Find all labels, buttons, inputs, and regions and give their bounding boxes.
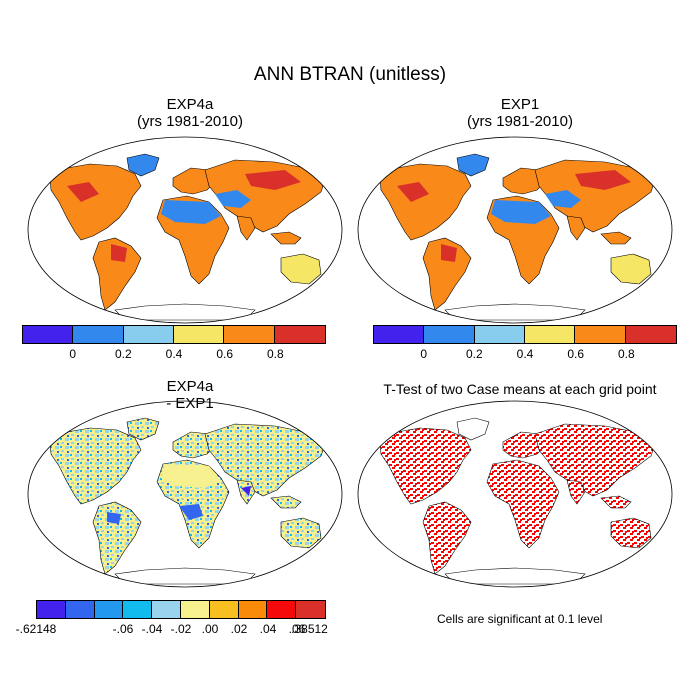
tick-label: 0.8 <box>266 347 284 361</box>
amazon-blue-region <box>107 512 121 524</box>
colorbar-swatch <box>152 601 181 618</box>
colorbar-swatch <box>123 326 174 343</box>
middle-east-region <box>215 190 251 208</box>
colorbar-swatch <box>94 601 124 618</box>
map-exp4a <box>27 136 343 324</box>
panel-title-bottom-left: EXP4a - EXP1 <box>30 378 350 412</box>
tick-label: .02 <box>230 622 248 636</box>
colorbar-exp4a-ticks: 0 0.2 0.4 0.6 0.8 <box>22 347 326 363</box>
asia-red-region <box>245 170 301 190</box>
tick-label: 0.4 <box>516 347 534 361</box>
tick-label: .00 <box>201 622 219 636</box>
se-asia-region <box>270 231 302 245</box>
colorbar-swatch <box>474 326 525 343</box>
colorbar-swatch <box>180 601 210 618</box>
panel-title-bottom-right: T-Test of two Case means at each grid po… <box>383 381 657 397</box>
panel-title-top-left: EXP4a (yrs 1981-2010) <box>30 96 350 130</box>
sahara-diff-region <box>161 464 221 488</box>
colorbar-swatch <box>274 326 325 343</box>
significance-note: Cells are significant at 0.1 level <box>437 612 603 626</box>
tick-label: 0.2 <box>465 347 483 361</box>
colorbar-swatch <box>374 326 425 343</box>
tick-label: .06 <box>288 622 306 636</box>
panel-subtitle-top-left: (yrs 1981-2010) <box>137 113 243 130</box>
colorbar-swatch <box>625 326 676 343</box>
tick-label: 0.2 <box>114 347 132 361</box>
panel-title-top-right: EXP1 (yrs 1981-2010) <box>360 96 680 130</box>
tick-label: 0.4 <box>165 347 183 361</box>
tick-label: -.02 <box>170 622 192 636</box>
colorbar-swatch <box>524 326 576 343</box>
colorbar-swatch <box>575 326 626 343</box>
panel-subtitle-top-right: (yrs 1981-2010) <box>467 113 573 130</box>
sahara-region <box>161 200 221 224</box>
tick-label: .04 <box>259 622 277 636</box>
tick-label: 0.8 <box>617 347 635 361</box>
tick-label: 0.6 <box>216 347 234 361</box>
figure-title: ANN BTRAN (unitless) <box>253 64 447 85</box>
africa-blue-region <box>179 504 203 520</box>
colorbar-exp1 <box>373 325 677 344</box>
tick-label: 0 <box>420 347 428 361</box>
colorbar-swatch <box>123 601 153 618</box>
colorbar-swatch <box>238 601 268 618</box>
colorbar-swatch <box>267 601 297 618</box>
tick-label: -.04 <box>141 622 163 636</box>
colorbar-swatch <box>37 601 66 618</box>
panel-subtitle-bottom-left: - EXP1 <box>166 395 214 412</box>
colorbar-swatch <box>296 601 325 618</box>
colorbar-swatch <box>173 326 225 343</box>
colorbar-swatch <box>23 326 74 343</box>
amazon-red-region <box>111 244 127 262</box>
tick-label: -.06 <box>112 622 134 636</box>
tick-label: 0 <box>69 347 77 361</box>
north-america-region <box>49 163 142 241</box>
tick-label: .38512 <box>291 622 328 636</box>
panel-title-top-left-main: EXP4a <box>166 96 214 113</box>
panel-title-top-right-main: EXP1 <box>500 96 540 113</box>
colorbar-swatch <box>224 326 275 343</box>
colorbar-swatch <box>424 326 475 343</box>
colorbar-difference-ticks: -.62148 -.06 -.04 -.02 .00 .02 .04 .06 .… <box>16 622 328 638</box>
colorbar-swatch <box>65 601 95 618</box>
map-difference <box>27 400 343 588</box>
colorbar-exp1-ticks: 0 0.2 0.4 0.6 0.8 <box>373 347 677 363</box>
colorbar-swatch <box>73 326 124 343</box>
tick-label: 0.6 <box>567 347 585 361</box>
tick-label: -.62148 <box>15 622 57 636</box>
colorbar-exp4a <box>22 325 326 344</box>
na-red-region <box>67 182 99 202</box>
india-blue-region <box>241 486 251 496</box>
map-exp1 <box>357 136 673 324</box>
map-ttest <box>357 400 673 588</box>
panel-title-bottom-left-main: EXP4a <box>166 378 214 395</box>
colorbar-swatch <box>209 601 239 618</box>
colorbar-difference <box>36 600 326 619</box>
map-border <box>27 136 343 324</box>
